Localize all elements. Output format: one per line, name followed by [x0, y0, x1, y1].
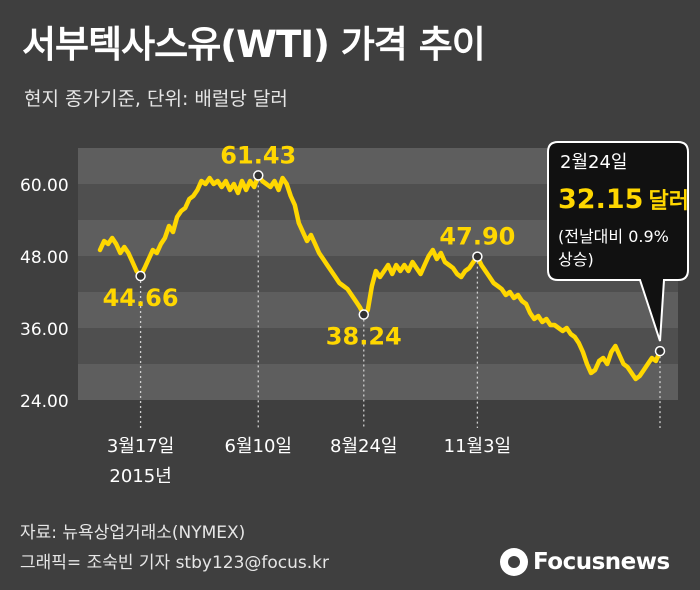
y-tick-label: 36.00: [20, 320, 69, 340]
page-subtitle: 현지 종가기준, 단위: 배럴당 달러: [24, 88, 288, 110]
data-point-marker: [654, 345, 666, 357]
point-value-label: 38.24: [326, 323, 402, 351]
data-point-marker: [135, 270, 146, 282]
grid-band: [78, 292, 678, 328]
y-tick-label: 48.00: [20, 248, 69, 268]
point-value-label: 61.43: [220, 141, 296, 169]
point-value-label: 44.66: [103, 284, 179, 312]
callout-box: [547, 141, 689, 342]
x-tick-label: 3월17일: [107, 436, 174, 457]
data-point-marker: [358, 309, 370, 320]
callout-date: 2월24일: [560, 152, 627, 173]
logo-text: Focusnews: [533, 549, 670, 575]
callout-value-line: 32.15 달러: [558, 184, 689, 215]
source-note: 자료: 뉴욕상업거래소(NYMEX): [20, 523, 246, 543]
page-title: 서부텍사스유(WTI) 가격 추이: [22, 23, 486, 66]
callout-value: 32.15: [558, 184, 643, 215]
x-tick-label: 8월24일: [330, 436, 397, 457]
graphic-credit: 그래픽= 조숙빈 기자 stby123@focus.kr: [20, 553, 329, 573]
point-value-label: 47.90: [439, 223, 515, 251]
wti-price-line: [97, 173, 663, 382]
y-tick-label: 60.00: [20, 176, 69, 196]
focus-circle-icon: [500, 548, 528, 576]
callout-change-2: 상승): [558, 250, 594, 269]
latest-price-callout: 2월24일 32.15 달러 (전날대비 0.9% 상승): [547, 141, 689, 342]
x-year-label: 2015년: [109, 466, 171, 487]
data-point-marker: [253, 170, 264, 181]
focusnews-logo: Focusnews: [500, 548, 670, 576]
x-tick-label: 6월10일: [225, 436, 292, 457]
data-point-marker: [472, 251, 483, 262]
y-tick-label: 24.00: [20, 392, 69, 412]
grid-band: [78, 364, 678, 400]
x-tick-label: 11월3일: [444, 436, 511, 457]
callout-unit: 달러: [649, 189, 689, 214]
callout-change-1: (전날대비 0.9%: [558, 227, 669, 246]
